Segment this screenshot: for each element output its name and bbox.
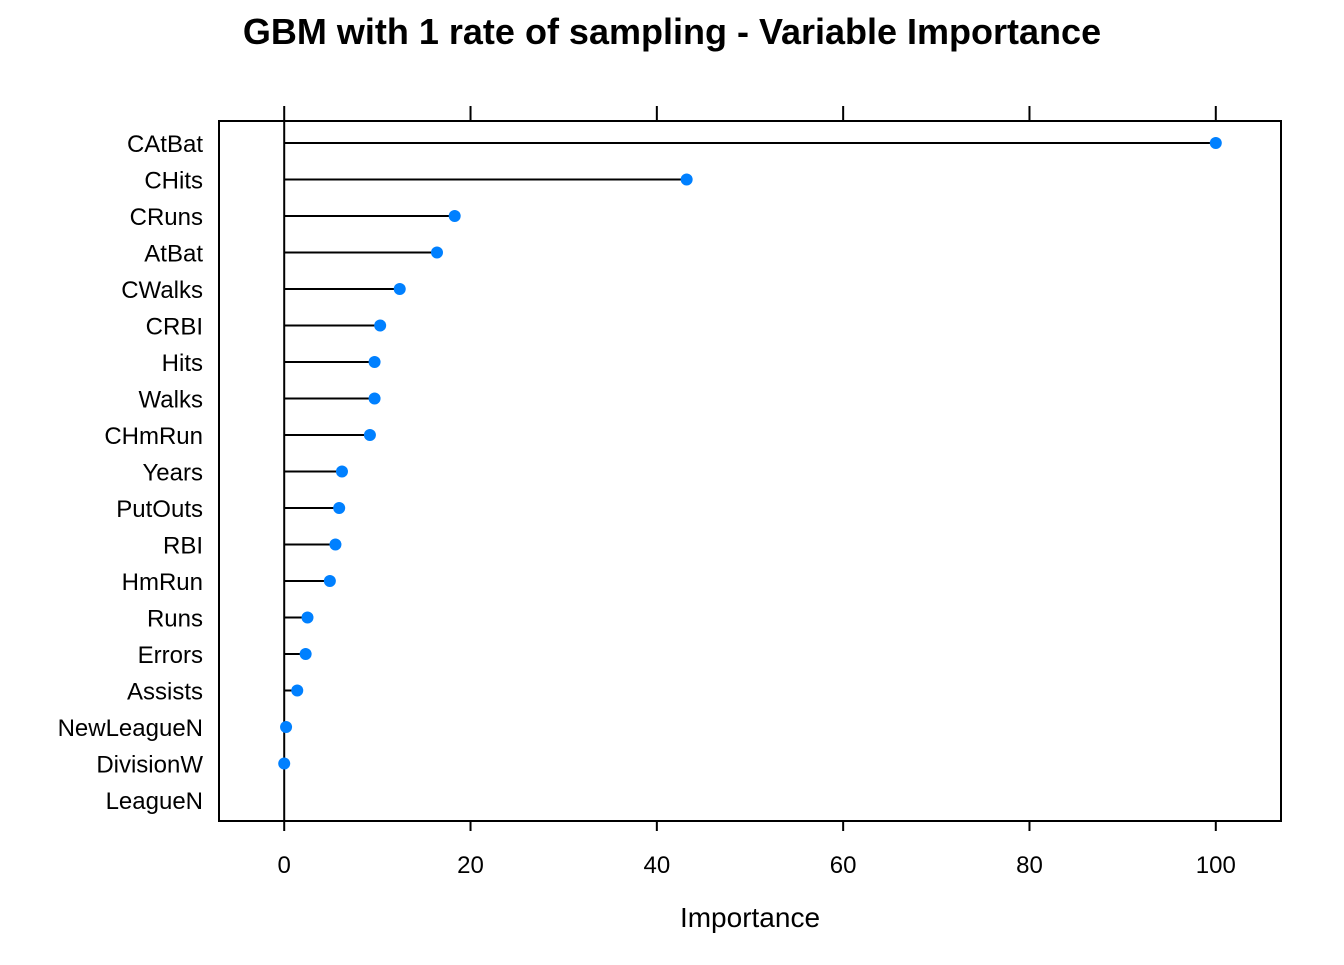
category-label: Errors [138,642,203,669]
plot-frame [218,120,1282,822]
importance-point [430,246,443,259]
category-label: HmRun [122,569,203,596]
category-label: PutOuts [116,496,203,523]
category-label: Assists [127,679,203,706]
category-label: LeagueN [106,788,203,815]
importance-point [333,502,346,514]
category-label: CHmRun [104,423,203,450]
category-label: Years [143,460,204,487]
importance-point [291,684,304,697]
category-label: RBI [163,533,203,560]
importance-point [448,210,461,222]
category-label: CWalks [121,277,203,304]
category-label: CRBI [146,314,203,341]
x-tick-label: 60 [830,852,857,879]
importance-point [368,392,381,405]
points-layer [278,137,1222,770]
category-labels: CAtBat CHits CRuns AtBat CWalks CRBI Hits Walks… [58,131,204,815]
stems-layer [284,142,1216,728]
x-axis-ticks: 0 20 40 60 80 100 [278,106,1236,879]
category-label: Walks [139,387,203,414]
category-label: CAtBat [127,131,203,158]
importance-point [368,356,381,368]
x-tick-label: 100 [1196,852,1236,879]
importance-point [323,575,336,587]
x-axis-label: Importance [680,902,820,933]
importance-point [278,757,291,770]
importance-point [393,283,406,295]
importance-point [329,538,342,551]
importance-point [335,465,348,478]
chart-title: GBM with 1 rate of sampling - Variable I… [243,11,1101,52]
category-label: CRuns [130,204,203,231]
importance-point [680,173,693,186]
x-tick-label: 80 [1016,852,1043,879]
importance-point [280,721,293,733]
x-tick-label: 40 [643,852,670,879]
category-label: Runs [147,606,203,633]
category-label: NewLeagueN [58,715,203,742]
importance-point [299,648,312,660]
category-label: DivisionW [96,752,203,779]
x-tick-label: 20 [457,852,484,879]
x-tick-label: 0 [278,852,291,879]
category-label: CHits [144,168,203,195]
importance-point [1209,137,1222,149]
category-label: AtBat [144,241,203,268]
category-label: Hits [162,350,203,377]
importance-point [363,429,376,441]
importance-point [374,319,387,332]
importance-point [301,611,314,624]
